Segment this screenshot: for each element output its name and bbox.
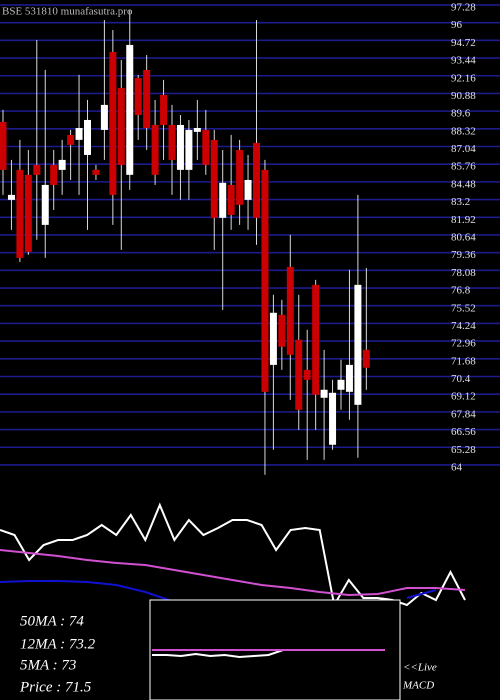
candle-body — [7, 194, 15, 200]
price-label: Price : 71.5 — [19, 679, 92, 695]
ticks: 97.28 96 94.72 93.44 92.16 90.88 89.6 88.32 87.0… — [451, 2, 476, 474]
candle-body — [50, 164, 58, 185]
y-tick-label: 78.08 — [451, 267, 476, 279]
y-tick-label: 64 — [451, 461, 463, 473]
y-tick-label: 84.48 — [451, 178, 476, 190]
ma-label: 50MA : 74 — [20, 613, 84, 629]
y-tick-label: 90.88 — [451, 90, 476, 102]
candle-body — [219, 182, 227, 218]
indicator-line — [0, 502, 466, 608]
y-tick-label: 96 — [451, 19, 463, 31]
candle-body — [67, 134, 75, 145]
candle-body — [185, 129, 193, 170]
candle-body — [269, 312, 277, 365]
candle-body — [227, 184, 235, 215]
y-tick-label: 94.72 — [451, 37, 476, 49]
live-label: <<Live — [403, 662, 437, 674]
candle-body — [261, 169, 269, 392]
y-tick-label: 80.64 — [451, 231, 476, 243]
ma-label: 5MA : 73 — [20, 657, 76, 673]
y-tick-label: 71.68 — [451, 355, 476, 367]
candle-body — [295, 339, 303, 410]
candle-body — [303, 369, 311, 380]
candle-body — [24, 174, 32, 252]
candle-body — [75, 127, 83, 140]
candle-body — [354, 284, 362, 405]
candle-body — [41, 184, 49, 225]
y-tick-label: 66.56 — [451, 426, 476, 438]
candle-body — [176, 124, 184, 170]
candle-body — [329, 392, 337, 445]
indicator-line — [0, 580, 437, 603]
candle-body — [151, 124, 159, 175]
y-tick-label: 70.4 — [451, 373, 471, 385]
candle-body — [143, 69, 151, 128]
y-tick-label: 67.84 — [451, 408, 476, 420]
macd — [152, 649, 385, 659]
y-tick-label: 69.12 — [451, 391, 476, 403]
y-tick-label: 65.28 — [451, 444, 476, 456]
y-tick-label: 93.44 — [451, 55, 476, 67]
y-tick-label: 97.28 — [451, 2, 476, 14]
y-tick-label: 75.52 — [451, 302, 476, 314]
y-tick-label: 76.8 — [451, 285, 471, 297]
candle-body — [117, 87, 125, 165]
candle-body — [337, 379, 345, 390]
candle-body — [126, 44, 134, 175]
candle-body — [160, 94, 168, 125]
candle-body — [134, 77, 142, 115]
candle-body — [33, 164, 41, 175]
candle-body — [210, 139, 218, 218]
y-tick-label: 74.24 — [451, 320, 476, 332]
candle-body — [244, 179, 252, 200]
y-tick-label: 88.32 — [451, 125, 476, 137]
indicators — [0, 502, 466, 608]
candle-body — [100, 104, 108, 130]
candle-body — [0, 121, 7, 170]
candle-body — [109, 51, 117, 195]
candle-body — [168, 124, 176, 160]
y-tick-label: 81.92 — [451, 214, 476, 226]
candle-body — [84, 119, 91, 155]
candle-body — [92, 169, 100, 175]
candle-body — [286, 266, 294, 355]
y-tick-label: 87.04 — [451, 143, 476, 155]
chart-title: BSE 531810 munafasutra.pro — [2, 6, 133, 18]
candle-body — [320, 389, 328, 398]
candle-body — [202, 129, 210, 165]
candle-body — [58, 159, 66, 170]
candle-body — [345, 364, 353, 392]
candles — [0, 9, 370, 475]
candle-body — [16, 169, 24, 258]
candle-body — [193, 127, 201, 132]
y-tick-label: 83.2 — [451, 196, 470, 208]
candle-body — [312, 284, 320, 395]
y-tick-label: 79.36 — [451, 249, 476, 261]
y-tick-label: 72.96 — [451, 338, 476, 350]
y-tick-label: 85.76 — [451, 161, 476, 173]
candle-body — [236, 149, 244, 205]
candle-body — [278, 314, 286, 347]
y-tick-label: 92.16 — [451, 72, 476, 84]
y-tick-label: 89.6 — [451, 108, 471, 120]
indicator-line — [0, 549, 466, 597]
candle-body — [362, 349, 370, 368]
macd-label: MACD — [402, 680, 434, 692]
candle-body — [253, 142, 260, 218]
ma-label: 12MA : 73.2 — [20, 636, 96, 652]
